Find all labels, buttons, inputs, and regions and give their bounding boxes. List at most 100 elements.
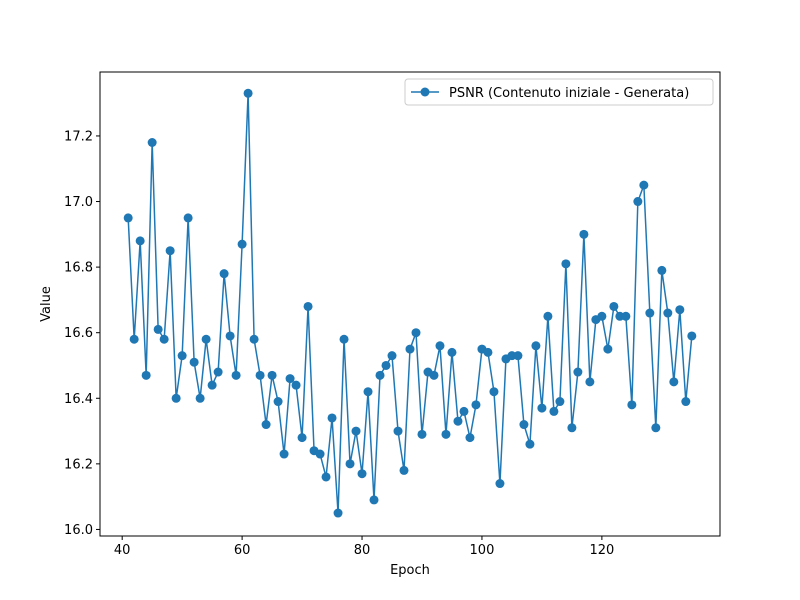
data-point xyxy=(483,347,493,357)
data-point xyxy=(369,495,379,505)
data-point xyxy=(519,420,529,430)
data-point xyxy=(159,334,169,344)
data-point xyxy=(171,393,181,403)
data-point xyxy=(243,88,253,98)
legend-box xyxy=(404,78,714,106)
legend: PSNR (Contenuto iniziale - Generata) xyxy=(404,78,714,106)
y-tick-label: 16.8 xyxy=(64,261,93,276)
data-point xyxy=(387,351,397,361)
data-point xyxy=(129,334,139,344)
data-point xyxy=(195,393,205,403)
data-point xyxy=(633,197,643,207)
x-tick-label: 100 xyxy=(470,543,495,558)
y-tick-label: 17.0 xyxy=(64,195,93,210)
data-point xyxy=(225,331,235,341)
data-point xyxy=(675,305,685,315)
data-point xyxy=(573,367,583,377)
data-point xyxy=(561,259,571,269)
data-point xyxy=(315,449,325,459)
data-point xyxy=(357,469,367,479)
data-point xyxy=(333,508,343,518)
data-point xyxy=(381,360,391,370)
data-point xyxy=(411,328,421,338)
data-point xyxy=(339,334,349,344)
y-tick-label: 17.2 xyxy=(64,129,93,144)
data-point xyxy=(123,213,133,223)
y-tick-label: 16.0 xyxy=(64,523,93,538)
data-point xyxy=(255,370,265,380)
legend-marker-swatch xyxy=(420,87,430,97)
data-point xyxy=(147,138,157,147)
data-point xyxy=(291,380,301,390)
data-point xyxy=(609,301,619,311)
y-tick-label: 16.6 xyxy=(64,326,93,341)
data-point xyxy=(429,370,439,380)
data-point xyxy=(567,423,577,433)
data-point xyxy=(681,397,691,407)
data-point xyxy=(417,429,427,439)
data-point xyxy=(495,479,505,489)
data-point xyxy=(453,416,463,426)
data-point xyxy=(219,269,229,279)
data-point xyxy=(639,180,649,190)
data-point xyxy=(549,406,559,416)
data-point xyxy=(393,426,403,436)
y-tick-label: 16.4 xyxy=(64,392,93,407)
data-point xyxy=(651,423,661,433)
data-point xyxy=(141,370,151,380)
data-point xyxy=(267,370,277,380)
legend-label: PSNR (Contenuto iniziale - Generata) xyxy=(449,86,689,101)
data-point xyxy=(399,465,409,475)
data-point xyxy=(603,344,613,354)
data-point xyxy=(435,341,445,351)
data-point xyxy=(543,311,553,321)
x-tick-label: 80 xyxy=(354,543,371,558)
data-point xyxy=(513,351,523,361)
y-axis-label: Value xyxy=(39,286,54,322)
data-point xyxy=(405,344,415,354)
data-point xyxy=(327,413,337,423)
data-point xyxy=(285,374,295,384)
data-point xyxy=(237,239,247,249)
data-point xyxy=(153,324,163,334)
axis-ticks: 40 60 80 100 120 16.0 16.2 16.4 16.6 16.8 17.0 17.2 xyxy=(64,129,614,558)
data-point xyxy=(471,400,481,410)
plot-area xyxy=(123,88,697,518)
data-point xyxy=(621,311,631,321)
data-point xyxy=(447,347,457,357)
data-point xyxy=(183,213,193,223)
data-point xyxy=(375,370,385,380)
data-point xyxy=(177,351,187,361)
data-point xyxy=(135,236,145,246)
y-tick-label: 16.2 xyxy=(64,457,93,472)
data-point xyxy=(207,380,217,390)
data-point xyxy=(201,334,211,344)
data-point xyxy=(645,308,655,318)
data-point xyxy=(579,229,589,239)
data-point xyxy=(363,387,373,397)
data-point xyxy=(627,400,637,410)
data-point xyxy=(303,301,313,311)
data-point xyxy=(297,433,307,443)
data-point xyxy=(531,341,541,351)
data-point xyxy=(261,420,271,430)
data-point xyxy=(525,439,535,449)
data-point xyxy=(585,377,595,387)
data-point xyxy=(459,406,469,416)
data-point xyxy=(657,265,667,275)
data-point xyxy=(465,433,475,443)
data-point xyxy=(249,334,259,344)
data-point xyxy=(663,308,673,318)
data-point xyxy=(213,367,223,377)
x-tick-label: 40 xyxy=(114,543,131,558)
data-point xyxy=(165,246,175,256)
data-point xyxy=(441,429,451,439)
data-point xyxy=(489,387,499,397)
data-point xyxy=(345,459,355,469)
data-point xyxy=(321,472,331,482)
data-point xyxy=(537,403,547,413)
axes-frame xyxy=(99,71,721,537)
data-point xyxy=(279,449,289,459)
x-tick-label: 120 xyxy=(589,543,614,558)
